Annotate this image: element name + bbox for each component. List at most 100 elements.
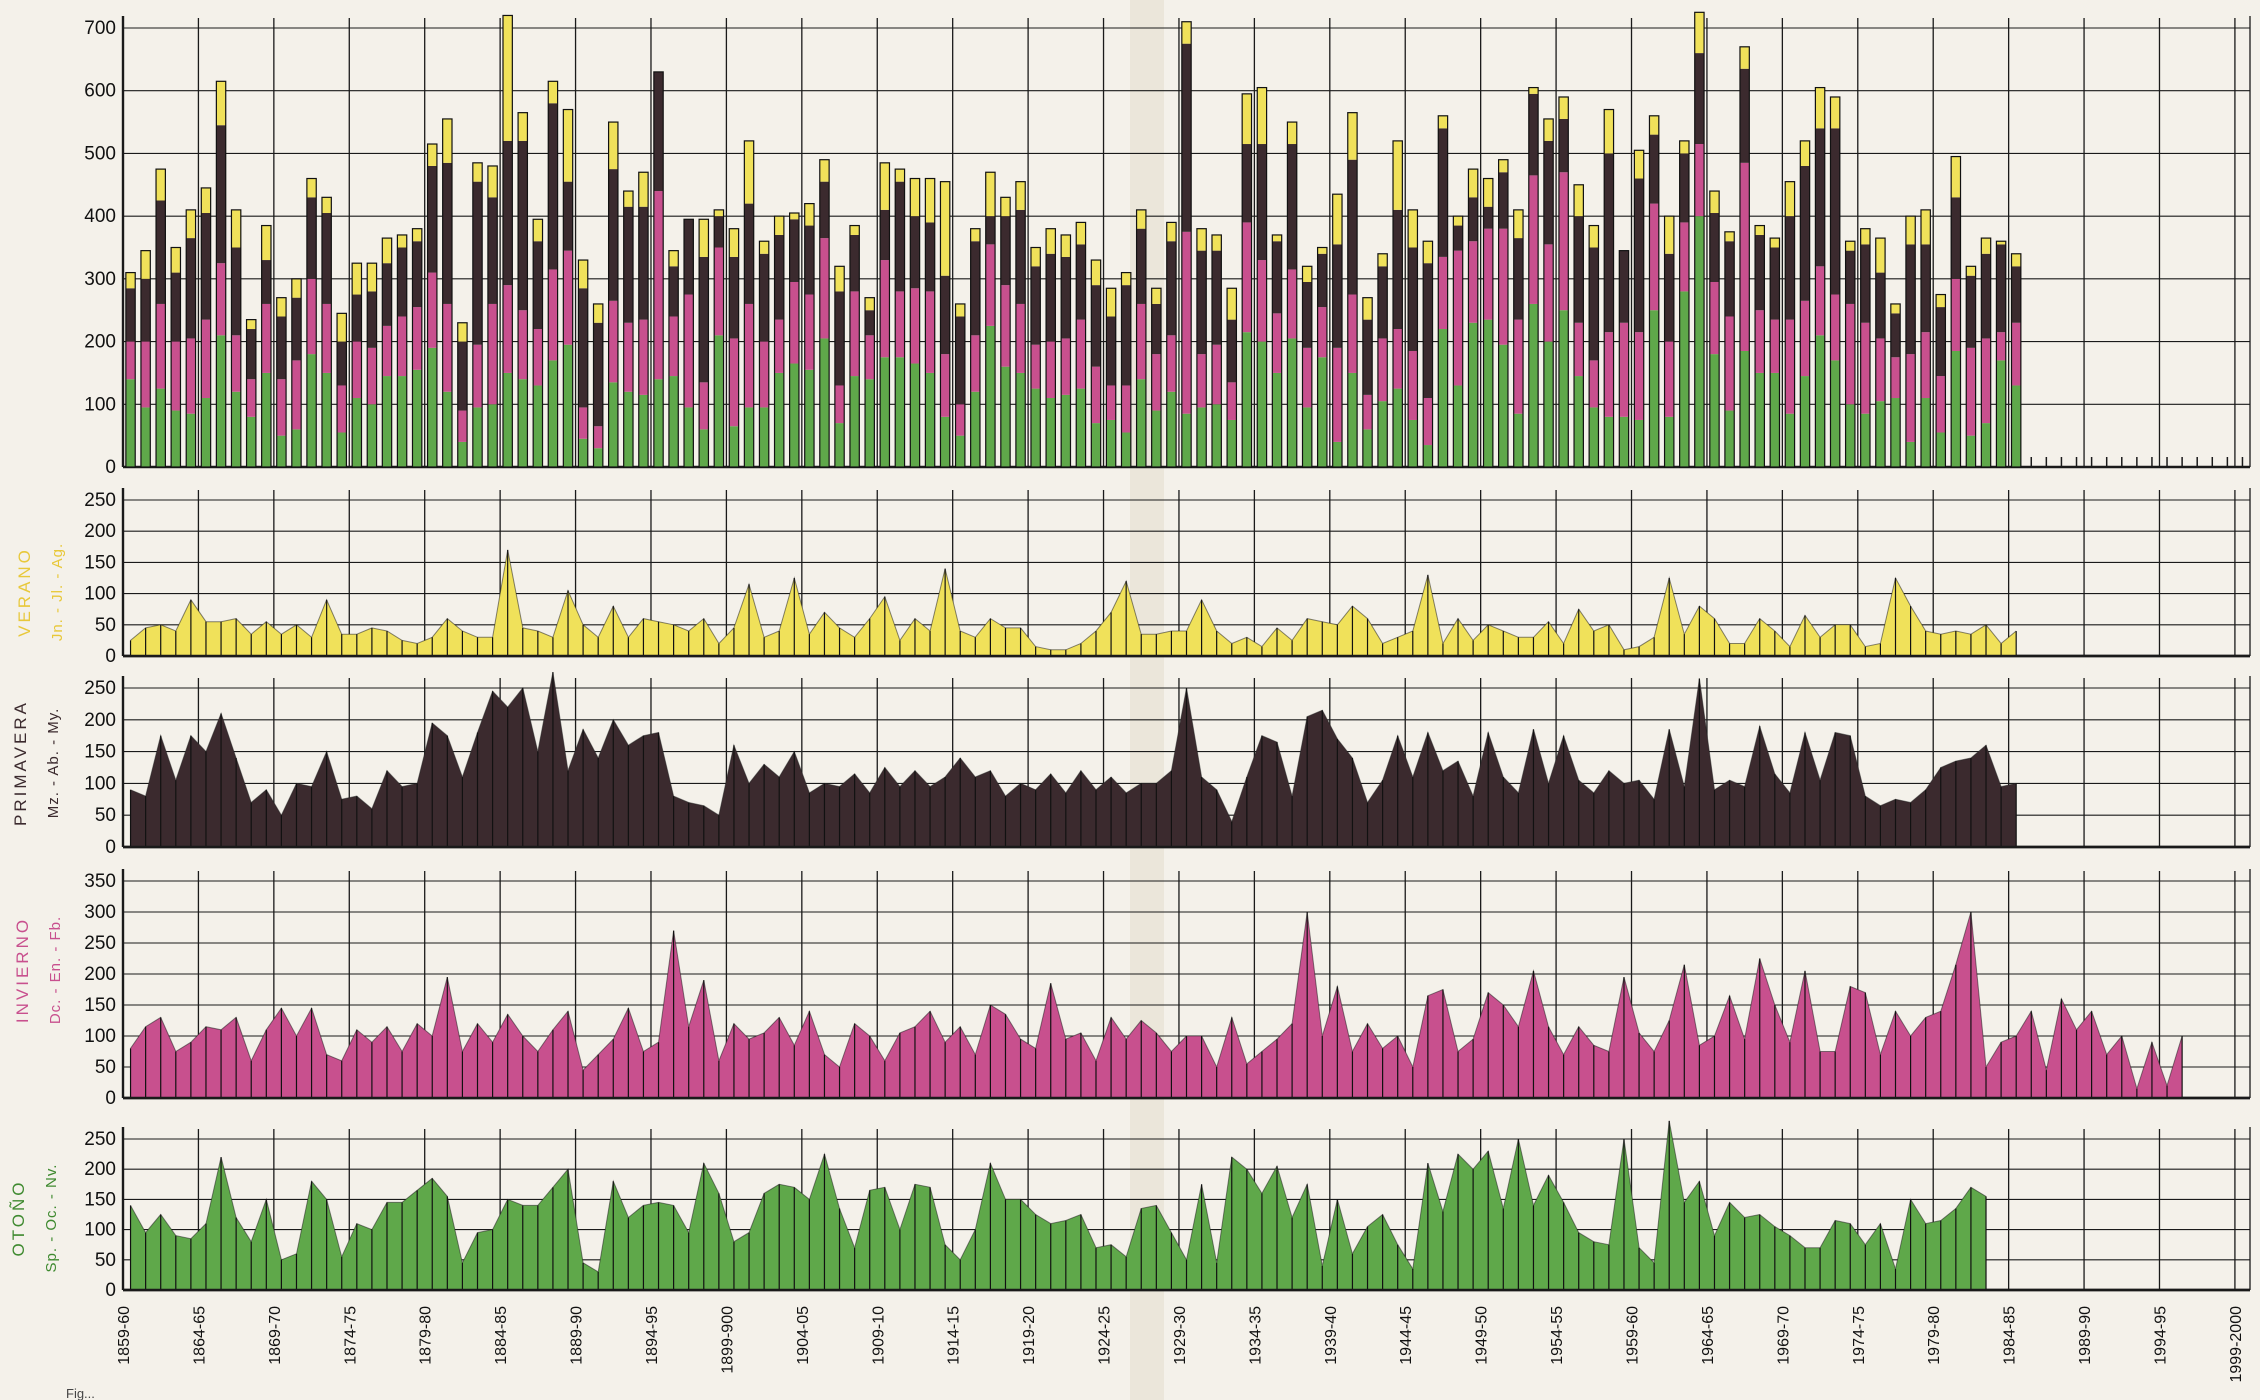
bar-primavera-74 bbox=[1242, 144, 1252, 223]
bar-outline-11 bbox=[291, 278, 302, 468]
otono-ytick-label-250: 250 bbox=[84, 1129, 116, 1150]
invierno-label: INVIERNO bbox=[13, 917, 32, 1023]
otono-ytick-label-150: 150 bbox=[84, 1189, 116, 1210]
bar-outline-90 bbox=[1482, 177, 1494, 468]
bar-invierno-69 bbox=[1166, 335, 1177, 392]
bar-otono-100 bbox=[1634, 419, 1644, 467]
bar-primavera-97 bbox=[1589, 247, 1599, 361]
bar-primavera-7 bbox=[231, 247, 241, 336]
bar-invierno-32 bbox=[608, 300, 618, 383]
bar-otono-46 bbox=[819, 338, 830, 467]
bar-verano-4 bbox=[186, 209, 196, 239]
bar-primavera-5 bbox=[201, 213, 211, 320]
bar-verano-55 bbox=[955, 303, 965, 317]
bar-invierno-38 bbox=[699, 382, 709, 430]
bar-otono-87 bbox=[1438, 329, 1448, 467]
bar-outline-73 bbox=[1226, 287, 1238, 468]
bar-invierno-28 bbox=[548, 269, 558, 361]
bar-invierno-71 bbox=[1196, 354, 1207, 408]
bar-primavera-68 bbox=[1151, 303, 1162, 355]
bar-otono-22 bbox=[457, 441, 468, 467]
bar-outline-30 bbox=[577, 259, 589, 468]
bar-otono-71 bbox=[1196, 407, 1207, 467]
bar-outline-93 bbox=[1528, 86, 1539, 468]
bar-primavera-87 bbox=[1438, 128, 1448, 257]
bar-invierno-54 bbox=[940, 354, 950, 417]
bar-outline-3 bbox=[170, 246, 182, 468]
bar-primavera-99 bbox=[1619, 250, 1629, 323]
bar-outline-89 bbox=[1467, 168, 1479, 468]
bar-verano-31 bbox=[593, 303, 603, 323]
bar-verano-101 bbox=[1649, 115, 1659, 135]
bar-outline-58 bbox=[1000, 196, 1011, 468]
x-tick-label-1929-30: 1929-30 bbox=[1172, 1306, 1189, 1365]
x-tick-label-1974-75: 1974-75 bbox=[1851, 1306, 1868, 1365]
x-axis-year-labels: 1859-60 1864-65 1869-70 1874-75 1879-80 1884-… bbox=[116, 1306, 2245, 1383]
bar-primavera-12 bbox=[306, 197, 317, 279]
bar-invierno-102 bbox=[1664, 341, 1674, 417]
bar-verano-89 bbox=[1468, 169, 1478, 198]
invierno-ytick-label-250: 250 bbox=[84, 933, 116, 954]
x-tick-label-1984-85: 1984-85 bbox=[2002, 1306, 2019, 1365]
bar-invierno-122 bbox=[1966, 347, 1976, 436]
bar-primavera-25 bbox=[502, 140, 513, 286]
bar-primavera-98 bbox=[1604, 153, 1614, 333]
bar-invierno-57 bbox=[985, 244, 996, 326]
bar-otono-125 bbox=[2011, 385, 2021, 467]
bar-verano-14 bbox=[337, 313, 347, 342]
bar-verano-60 bbox=[1030, 247, 1041, 267]
bar-verano-43 bbox=[774, 216, 784, 235]
bar-verano-81 bbox=[1347, 112, 1358, 160]
bar-verano-3 bbox=[171, 247, 181, 273]
bar-otono-91 bbox=[1498, 344, 1508, 467]
bar-verano-100 bbox=[1634, 150, 1644, 179]
bar-otono-56 bbox=[970, 391, 980, 467]
bar-otono-26 bbox=[518, 379, 528, 467]
bar-verano-27 bbox=[533, 219, 543, 242]
bar-outline-51 bbox=[894, 168, 906, 468]
bar-outline-67 bbox=[1135, 209, 1147, 468]
bar-primavera-54 bbox=[940, 275, 950, 355]
bar-invierno-65 bbox=[1106, 385, 1116, 420]
bar-invierno-83 bbox=[1377, 338, 1388, 402]
bar-otono-107 bbox=[1739, 350, 1750, 467]
bar-invierno-12 bbox=[306, 278, 317, 355]
bar-outline-61 bbox=[1045, 228, 1057, 468]
invierno-months-label: Dc. - En. - Fb. bbox=[47, 916, 64, 1024]
primavera-ytick-label-150: 150 bbox=[84, 742, 116, 763]
bar-outline-71 bbox=[1196, 228, 1207, 468]
bar-outline-91 bbox=[1498, 159, 1509, 468]
bar-invierno-86 bbox=[1423, 398, 1433, 446]
total-stacked-bar-chart: 0 100 200 300 400 500 600 700 bbox=[84, 11, 2251, 478]
bar-verano-94 bbox=[1543, 118, 1554, 141]
bar-outline-118 bbox=[1905, 215, 1916, 468]
bar-outline-26 bbox=[517, 112, 529, 468]
bar-invierno-110 bbox=[1785, 319, 1795, 414]
bar-outline-62 bbox=[1060, 234, 1072, 468]
bar-otono-1 bbox=[140, 407, 151, 467]
bar-primavera-96 bbox=[1574, 216, 1584, 323]
bar-invierno-123 bbox=[1981, 338, 1991, 424]
bar-primavera-63 bbox=[1076, 244, 1086, 320]
verano-ytick-label-200: 200 bbox=[84, 521, 116, 542]
bar-invierno-111 bbox=[1800, 300, 1810, 377]
bar-outline-70 bbox=[1181, 21, 1192, 468]
bar-invierno-79 bbox=[1317, 307, 1327, 358]
bar-verano-106 bbox=[1724, 231, 1735, 242]
bar-verano-44 bbox=[789, 213, 799, 220]
bar-invierno-10 bbox=[276, 379, 287, 436]
bar-verano-16 bbox=[367, 263, 377, 292]
bar-primavera-17 bbox=[382, 263, 392, 326]
bar-verano-102 bbox=[1664, 216, 1674, 254]
otono-area bbox=[130, 1120, 1987, 1290]
bar-invierno-48 bbox=[849, 291, 860, 377]
figure-caption: Fig... bbox=[66, 1386, 95, 1400]
bar-primavera-110 bbox=[1785, 216, 1795, 320]
bar-primavera-38 bbox=[699, 256, 709, 383]
bar-verano-123 bbox=[1981, 238, 1991, 254]
bar-outline-86 bbox=[1422, 240, 1434, 468]
bar-outline-80 bbox=[1332, 193, 1343, 468]
bar-outline-108 bbox=[1754, 224, 1766, 468]
bar-invierno-17 bbox=[382, 325, 392, 377]
